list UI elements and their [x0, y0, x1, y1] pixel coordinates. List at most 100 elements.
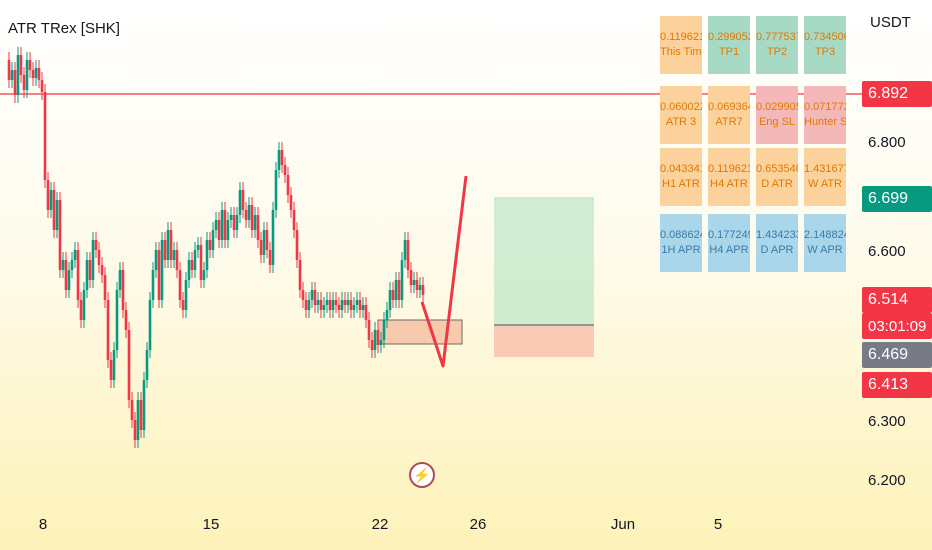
candle-body	[319, 300, 323, 310]
table-cell: 0.11962114 This Time	[660, 16, 702, 74]
candle-body	[31, 70, 35, 78]
date-axis-label: 15	[202, 516, 220, 533]
candle-body	[19, 55, 23, 75]
candle-body	[64, 260, 68, 290]
candle-body	[271, 210, 275, 265]
table-cell-value: 0.11962114	[708, 163, 750, 175]
candle-body	[358, 300, 362, 310]
candle-body	[217, 220, 221, 240]
candle-body	[196, 245, 200, 250]
candle-body	[139, 400, 143, 430]
candle-body	[25, 60, 29, 90]
candle-body	[397, 280, 401, 300]
candle-body	[145, 350, 149, 380]
candle-body	[193, 250, 197, 270]
table-cell: 0.73450659 TP3	[804, 16, 846, 74]
candle-body	[352, 305, 356, 310]
candle-body	[106, 300, 110, 360]
candle-body	[415, 280, 419, 290]
price-tag-last-price: 6.514	[862, 287, 932, 313]
candle-body	[247, 205, 251, 220]
candle-body	[49, 190, 53, 210]
candle-body	[178, 270, 182, 300]
table-cell-label: D APR	[760, 244, 794, 256]
symbol-title[interactable]: ATR TRex [SHK]	[8, 20, 120, 37]
candle-body	[37, 68, 41, 80]
price-axis-label: 6.300	[868, 413, 906, 430]
candle-body	[202, 270, 206, 280]
table-cell-label: Eng SL	[758, 116, 796, 128]
candle-body	[220, 210, 224, 240]
table-cell-label: H4 APR	[709, 244, 749, 256]
candle-body	[208, 240, 212, 250]
candle-body	[103, 275, 107, 300]
candle-body	[43, 92, 47, 180]
candle-body	[262, 230, 266, 255]
table-cell-label: H4 ATR	[710, 178, 748, 190]
candle-body	[229, 215, 233, 220]
candle-body	[187, 260, 191, 280]
price-tag-entry: 6.469	[862, 342, 932, 368]
table-cell: 0.77753746 TP2	[756, 16, 798, 74]
table-cell-value: 0.65354053	[756, 163, 798, 175]
table-cell-label: TP1	[718, 46, 740, 58]
table-cell-label: D ATR	[761, 178, 793, 190]
candle-body	[169, 230, 173, 260]
candle-body	[301, 290, 305, 300]
table-cell-label: Hunter SL	[804, 116, 846, 128]
candle-body	[214, 220, 218, 230]
candle-body	[241, 190, 245, 210]
candle-body	[34, 68, 38, 78]
candle-body	[10, 70, 14, 80]
table-cell-label: W ATR	[807, 178, 842, 190]
candle-body	[238, 190, 242, 215]
candle-body	[268, 250, 272, 265]
table-cell: 0.0299052 Eng SL	[756, 86, 798, 144]
candle-body	[403, 240, 407, 260]
candle-body	[73, 250, 77, 260]
candle-body	[61, 260, 65, 270]
candle-body	[253, 215, 257, 230]
candle-body	[250, 205, 254, 230]
candle-body	[91, 240, 95, 280]
candle-body	[172, 250, 176, 260]
date-axis-label: Jun	[610, 516, 636, 533]
candle-body	[283, 165, 287, 175]
candle-body	[13, 70, 17, 95]
table-cell-value: 0.73450659	[804, 31, 846, 43]
candle-body	[136, 400, 140, 440]
candle-body	[130, 400, 134, 420]
candle-body	[382, 320, 386, 340]
date-axis-label: 8	[38, 516, 48, 533]
candle-body	[58, 200, 62, 270]
candle-body	[127, 330, 131, 400]
price-tag-resistance: 6.892	[862, 81, 932, 107]
candle-body	[376, 330, 380, 345]
table-cell-label: W APR	[807, 244, 843, 256]
candle-body	[142, 380, 146, 430]
candle-body	[28, 60, 32, 70]
candle-body	[7, 60, 11, 80]
candle-body	[370, 340, 374, 350]
candle-body	[346, 300, 350, 305]
candle-body	[280, 150, 284, 165]
lightning-icon[interactable]: ⚡	[409, 462, 435, 488]
candle-body	[163, 240, 167, 260]
candle-body	[157, 250, 161, 300]
table-cell: 0.06936433 ATR7	[708, 86, 750, 144]
stop-loss-zone	[494, 325, 594, 357]
candle-body	[244, 210, 248, 220]
price-tag-stop-loss: 6.413	[862, 372, 932, 398]
currency-label[interactable]: USDT	[870, 14, 911, 31]
candle-body	[412, 280, 416, 285]
candle-body	[112, 350, 116, 380]
candle-body	[391, 290, 395, 300]
candle-body	[340, 300, 344, 310]
table-cell-value: 0.0717726	[804, 101, 846, 113]
candle-body	[349, 300, 353, 310]
table-cell-value: 2.14882443	[804, 229, 846, 241]
candle-body	[16, 55, 20, 95]
candle-body	[316, 300, 320, 305]
